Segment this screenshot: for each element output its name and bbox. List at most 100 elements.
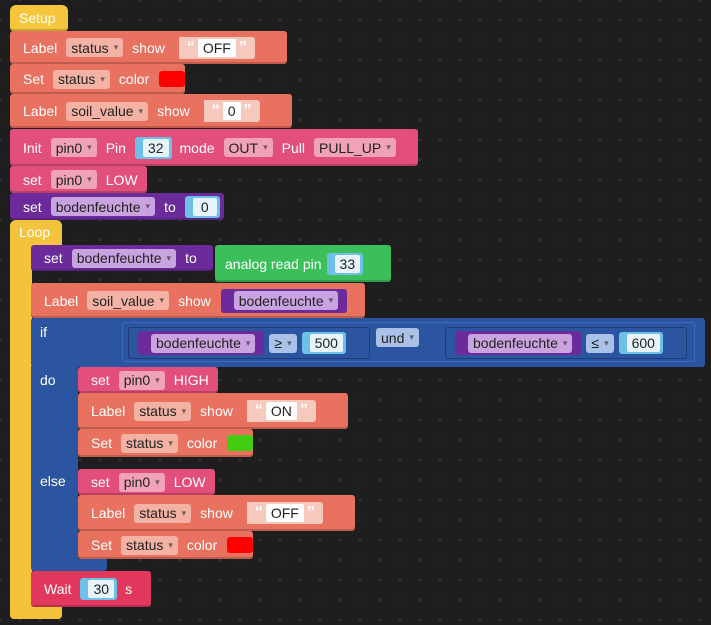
- label-show-block[interactable]: Label soil_value show bodenfeuchte: [31, 283, 365, 318]
- pin-dropdown[interactable]: pin0: [118, 472, 165, 492]
- open-quote-icon: “: [254, 504, 263, 521]
- variable-dropdown[interactable]: bodenfeuchte: [50, 197, 156, 216]
- close-quote-icon: ”: [238, 38, 247, 56]
- analog-read-block[interactable]: analog read pin 33: [215, 245, 391, 282]
- open-quote-icon: “: [211, 102, 220, 119]
- set-keyword: set: [23, 171, 42, 188]
- pin-number-field[interactable]: 33: [334, 254, 361, 273]
- pull-dropdown[interactable]: PULL_UP: [313, 138, 396, 157]
- set-target-dropdown[interactable]: status: [121, 535, 178, 555]
- variable-getter-block[interactable]: bodenfeuchte: [220, 288, 348, 313]
- loop-hat-block[interactable]: [10, 220, 62, 246]
- analog-read-label: analog read pin: [225, 255, 322, 272]
- color-swatch[interactable]: [227, 537, 253, 553]
- wait-keyword: Wait: [44, 581, 72, 597]
- set-keyword: Set: [91, 435, 113, 451]
- set-pin-block[interactable]: set pin0 LOW: [78, 469, 215, 495]
- variable-dropdown[interactable]: bodenfeuchte: [468, 333, 573, 353]
- if-block-spine: [31, 366, 78, 566]
- close-quote-icon: ”: [299, 402, 308, 419]
- number-field[interactable]: 0: [192, 197, 217, 216]
- variable-dropdown[interactable]: bodenfeuchte: [233, 291, 339, 310]
- label-show-block[interactable]: Label soil_value show “ 0 ”: [10, 94, 292, 128]
- text-string-block[interactable]: “ OFF ”: [242, 502, 323, 524]
- number-field[interactable]: 500: [309, 334, 343, 352]
- open-quote-icon: “: [254, 402, 263, 419]
- pin-dropdown[interactable]: pin0: [50, 138, 97, 157]
- loop-spine: [10, 244, 32, 614]
- operator-dropdown[interactable]: ≤: [586, 333, 614, 353]
- label-keyword: Label: [44, 292, 79, 309]
- variable-getter-block[interactable]: bodenfeuchte: [138, 331, 265, 355]
- show-keyword: show: [200, 505, 233, 521]
- pin-number-block[interactable]: 32: [134, 136, 172, 159]
- open-quote-icon: “: [186, 38, 195, 56]
- label-target-dropdown[interactable]: soil_value: [87, 291, 170, 310]
- pin-dropdown[interactable]: pin0: [118, 370, 165, 390]
- compare-block-right[interactable]: bodenfeuchte ≤ 600: [445, 327, 687, 359]
- color-swatch[interactable]: [227, 435, 253, 451]
- number-block[interactable]: 500: [301, 332, 346, 354]
- init-keyword: Init: [23, 139, 42, 156]
- label-target-dropdown[interactable]: status: [66, 38, 124, 57]
- wait-block[interactable]: Wait 30 s: [31, 571, 151, 607]
- logic-operator-dropdown[interactable]: und: [376, 328, 419, 347]
- number-field[interactable]: 600: [626, 334, 660, 352]
- setup-label: Setup: [19, 10, 56, 26]
- set-color-block[interactable]: Set status color: [10, 64, 185, 94]
- mode-keyword: mode: [179, 139, 215, 156]
- set-variable-block[interactable]: set bodenfeuchte to: [31, 245, 213, 271]
- number-block[interactable]: 0: [184, 195, 220, 218]
- variable-getter-block[interactable]: bodenfeuchte: [455, 331, 582, 355]
- set-variable-block[interactable]: set bodenfeuchte to 0: [10, 193, 224, 220]
- label-keyword: Label: [23, 103, 58, 119]
- label-target-dropdown[interactable]: soil_value: [66, 101, 149, 121]
- to-keyword: to: [185, 250, 197, 266]
- set-pin-block[interactable]: set pin0 LOW: [10, 166, 147, 193]
- show-keyword: show: [132, 39, 165, 56]
- seconds-unit: s: [125, 581, 133, 597]
- set-color-block[interactable]: Set status color: [78, 531, 253, 559]
- operator-dropdown[interactable]: ≥: [269, 333, 297, 353]
- mode-dropdown[interactable]: OUT: [223, 138, 273, 157]
- compare-block-left[interactable]: bodenfeuchte ≥ 500: [128, 327, 370, 359]
- text-string-field[interactable]: OFF: [265, 504, 304, 522]
- setup-hat-block[interactable]: Setup: [10, 5, 68, 31]
- to-keyword: to: [164, 198, 176, 215]
- show-keyword: show: [178, 292, 211, 309]
- label-keyword: Label: [23, 39, 58, 56]
- label-show-block[interactable]: Label status show “ ON ”: [78, 393, 348, 429]
- pin-number-field[interactable]: 32: [142, 138, 169, 157]
- set-keyword: set: [91, 474, 110, 490]
- init-pin-block[interactable]: Init pin0 Pin 32 mode OUT Pull PULL_UP: [10, 129, 418, 166]
- variable-dropdown[interactable]: bodenfeuchte: [71, 248, 177, 268]
- set-keyword: set: [91, 372, 110, 388]
- text-string-block[interactable]: “ 0 ”: [199, 100, 260, 122]
- label-target-dropdown[interactable]: status: [134, 401, 192, 421]
- text-string-block[interactable]: “ OFF ”: [174, 36, 255, 59]
- set-target-dropdown[interactable]: status: [121, 433, 178, 453]
- loop-bottom: [10, 605, 62, 619]
- pull-keyword: Pull: [281, 139, 305, 156]
- set-keyword: set: [23, 198, 42, 215]
- text-string-field[interactable]: 0: [222, 102, 241, 120]
- color-swatch[interactable]: [159, 71, 185, 87]
- set-target-dropdown[interactable]: status: [53, 69, 110, 89]
- pin-number-block[interactable]: 33: [326, 252, 364, 275]
- text-string-field[interactable]: OFF: [197, 38, 236, 57]
- label-show-block[interactable]: Label status show “ OFF ”: [78, 495, 355, 531]
- number-block[interactable]: 30: [80, 578, 118, 600]
- number-block[interactable]: 600: [618, 332, 663, 354]
- set-pin-block[interactable]: set pin0 HIGH: [78, 367, 218, 393]
- color-keyword: color: [186, 537, 218, 553]
- pin-keyword: Pin: [105, 139, 126, 156]
- text-string-block[interactable]: “ ON ”: [242, 400, 316, 422]
- set-color-block[interactable]: Set status color: [78, 429, 253, 457]
- label-target-dropdown[interactable]: status: [134, 503, 192, 523]
- text-string-field[interactable]: ON: [265, 402, 297, 420]
- label-show-block[interactable]: Label status show “ OFF ”: [10, 31, 287, 64]
- number-field[interactable]: 30: [88, 580, 115, 598]
- level-keyword: HIGH: [173, 372, 209, 388]
- pin-dropdown[interactable]: pin0: [50, 170, 97, 189]
- variable-dropdown[interactable]: bodenfeuchte: [151, 333, 256, 353]
